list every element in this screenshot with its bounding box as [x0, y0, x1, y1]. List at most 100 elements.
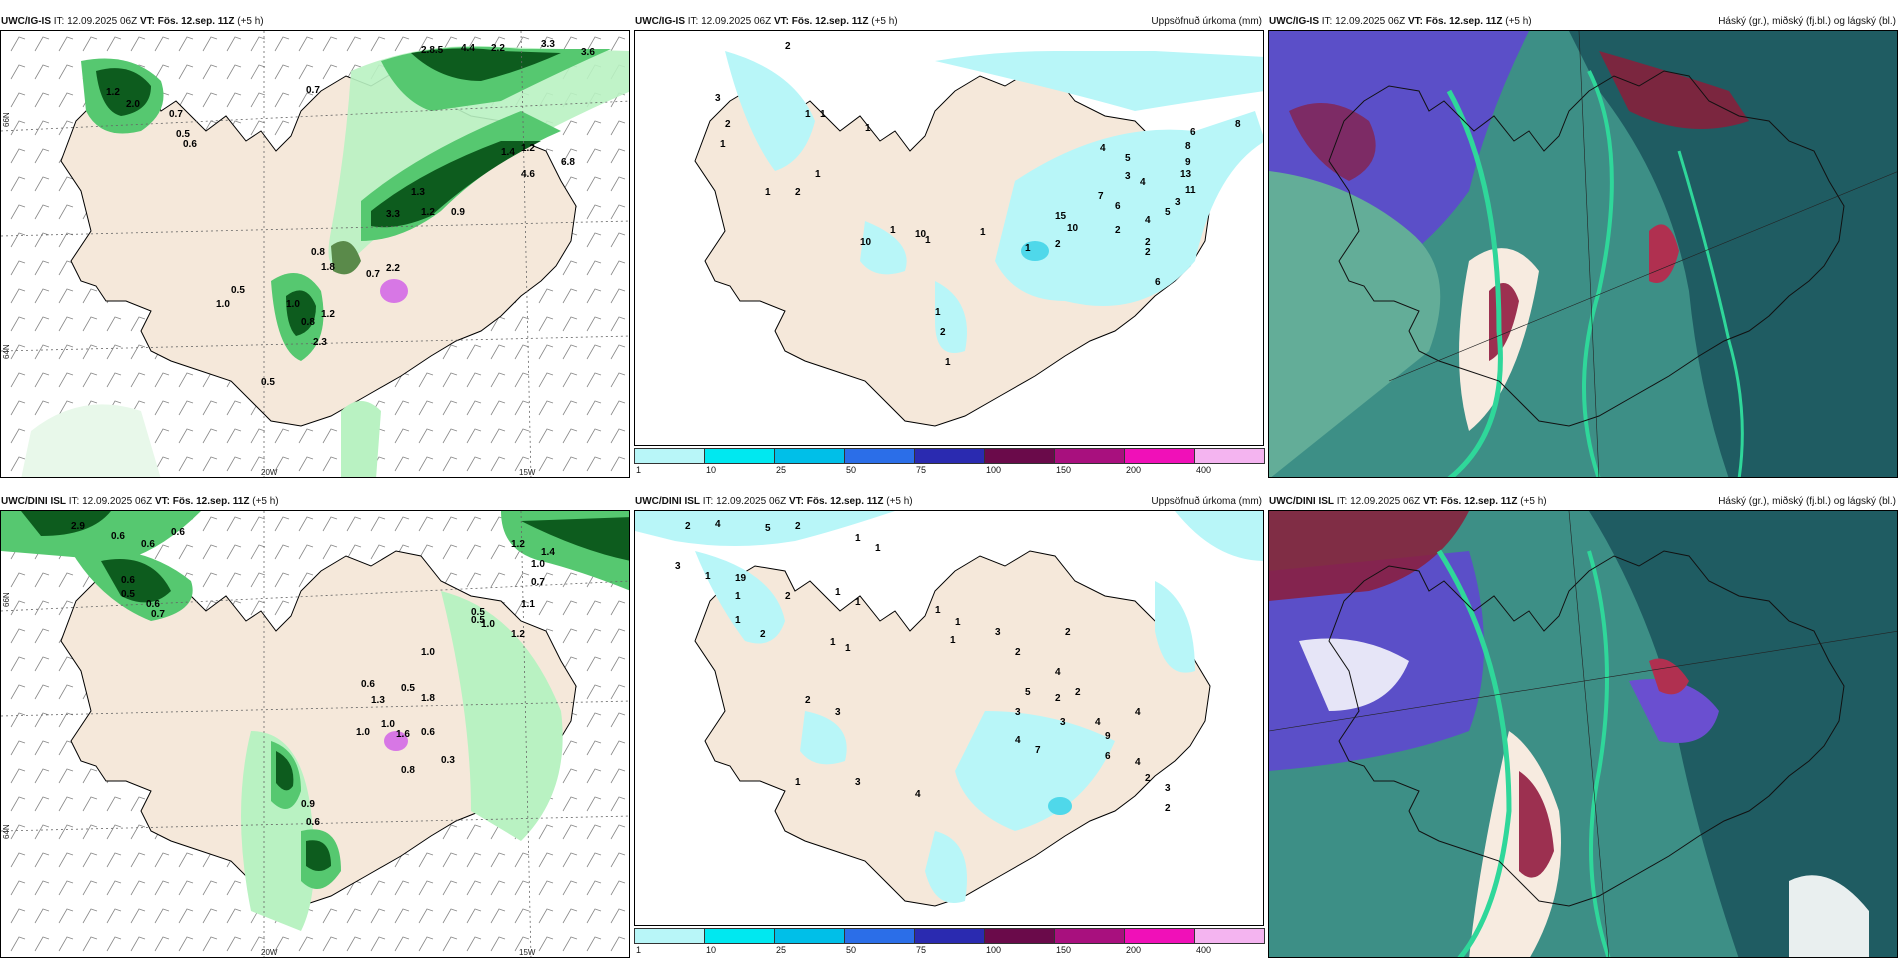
value-label: 6 — [1190, 127, 1196, 138]
cloud-map[interactable] — [1268, 510, 1898, 958]
precip-map[interactable]: 20W 15W 66N 64N 2.9 0.6 0.6 0.6 0.6 0.5 0.6 0.7… — [0, 510, 630, 958]
value-label: 3 — [1015, 707, 1021, 718]
value-label: 4 — [1055, 667, 1061, 678]
value-label: 1.0 — [286, 299, 300, 310]
wind-barb — [586, 36, 602, 52]
wind-barb — [586, 400, 602, 416]
value-label: 1 — [795, 777, 801, 788]
wind-barb — [10, 120, 26, 136]
wind-barb — [418, 372, 434, 388]
value-label: 1 — [875, 543, 881, 554]
wind-barb — [610, 428, 626, 444]
lon-label: 20W — [261, 948, 278, 957]
value-label: 0.6 — [111, 531, 125, 542]
wind-barb — [154, 908, 170, 924]
value-label: 1.2 — [106, 87, 120, 98]
wind-barb — [442, 824, 458, 840]
wind-barb — [442, 572, 458, 588]
wind-barb — [610, 400, 626, 416]
model-name: UWC/DINI ISL — [1, 496, 66, 507]
wind-barb — [226, 428, 242, 444]
wind-barb — [34, 344, 50, 360]
value-label: 0.5 — [471, 607, 485, 618]
wind-barb — [418, 852, 434, 868]
wind-barb — [538, 824, 554, 840]
wind-barb — [250, 544, 266, 560]
value-label: 7 — [1035, 745, 1041, 756]
colorbar-tick-label: 100 — [986, 465, 1002, 475]
wind-barb — [322, 428, 338, 444]
wind-barb — [82, 288, 98, 304]
value-label: 0.8 — [311, 247, 325, 258]
wind-barb — [490, 572, 506, 588]
value-label: 1.0 — [531, 559, 545, 570]
wind-barb — [250, 92, 266, 108]
wind-barb — [514, 880, 530, 896]
wind-barb — [442, 880, 458, 896]
wind-barb — [226, 908, 242, 924]
value-label: 0.7 — [169, 109, 183, 120]
wind-barb — [586, 316, 602, 332]
wind-barb — [610, 628, 626, 644]
value-label: 8 — [1185, 141, 1191, 152]
wind-barb — [58, 796, 74, 812]
value-label: 1 — [865, 123, 871, 134]
value-label: 4 — [1095, 717, 1101, 728]
wind-barb — [610, 288, 626, 304]
wind-barb — [34, 628, 50, 644]
wind-barb — [610, 456, 626, 472]
wind-barb — [586, 796, 602, 812]
wind-barb — [58, 260, 74, 276]
accum-colorbar: 1 10 25 50 75 100 150 200 400 — [634, 928, 1265, 956]
value-label: 6 — [1155, 277, 1161, 288]
wind-barb — [82, 908, 98, 924]
colorbar-tick-label: 1 — [636, 465, 642, 475]
colorbar-tick-label: 50 — [846, 945, 857, 955]
wind-barb — [442, 400, 458, 416]
wind-barb — [466, 572, 482, 588]
wind-barb — [250, 428, 266, 444]
init-time: IT: 12.09.2025 06Z — [1321, 16, 1406, 27]
valid-time: VT: Fös. 12.sep. 11Z — [154, 496, 250, 507]
value-label: 2 — [685, 521, 691, 532]
panel-dini-accum: UWC/DINI ISL IT: 12.09.2025 06Z VT: Fös.… — [634, 494, 1265, 959]
wind-barb — [586, 768, 602, 784]
value-label: 2 — [1165, 803, 1171, 814]
wind-barb — [586, 456, 602, 472]
wind-barb — [82, 796, 98, 812]
accum-map[interactable]: 2 3 2 1 1 1 1 2 1 1 8 6 8 9 13 11 4 5 3 4 7 6 2 3 4 5 2 15 10 2 2 10 1 1 1… — [634, 30, 1264, 446]
wind-barb — [418, 544, 434, 560]
value-label: 1 — [735, 615, 741, 626]
wind-barb — [610, 712, 626, 728]
value-label: 19 — [735, 573, 747, 584]
wind-barb — [586, 176, 602, 192]
wind-barb — [106, 316, 122, 332]
wind-barb — [442, 428, 458, 444]
precip-map[interactable]: 20W 15W 66N 64N 0.7 2.8.5 4.4 2.2 3.3 3.6 1.2 2… — [0, 30, 630, 478]
wind-barb — [490, 400, 506, 416]
value-label: 1 — [845, 643, 851, 654]
wind-barb — [586, 288, 602, 304]
wind-barb — [466, 824, 482, 840]
value-label: 2 — [1145, 237, 1151, 248]
accum-map[interactable]: 2 4 5 2 1 1 3 1 19 1 2 1 2 1 1 1 1 1 1 1 3 2 2 5 2 3 4 2 3 4 7 4 9 4 6 4 2 3 2… — [634, 510, 1264, 926]
wind-barb — [562, 260, 578, 276]
wind-barb — [610, 936, 626, 952]
colorbar-swatch — [1054, 448, 1125, 464]
value-label: 7 — [1098, 191, 1104, 202]
accum-shading — [635, 511, 1263, 903]
wind-barb — [466, 372, 482, 388]
wind-barb — [130, 372, 146, 388]
wind-barb — [34, 120, 50, 136]
wind-barb — [514, 852, 530, 868]
value-label: 13 — [1180, 169, 1192, 180]
value-label: 0.7 — [531, 577, 545, 588]
wind-barb — [538, 600, 554, 616]
wind-barb — [538, 344, 554, 360]
wind-barb — [418, 456, 434, 472]
wind-barb — [610, 908, 626, 924]
colorbar-swatch — [704, 448, 775, 464]
cloud-map[interactable] — [1268, 30, 1898, 478]
wind-barb — [34, 740, 50, 756]
wind-barb — [34, 936, 50, 952]
